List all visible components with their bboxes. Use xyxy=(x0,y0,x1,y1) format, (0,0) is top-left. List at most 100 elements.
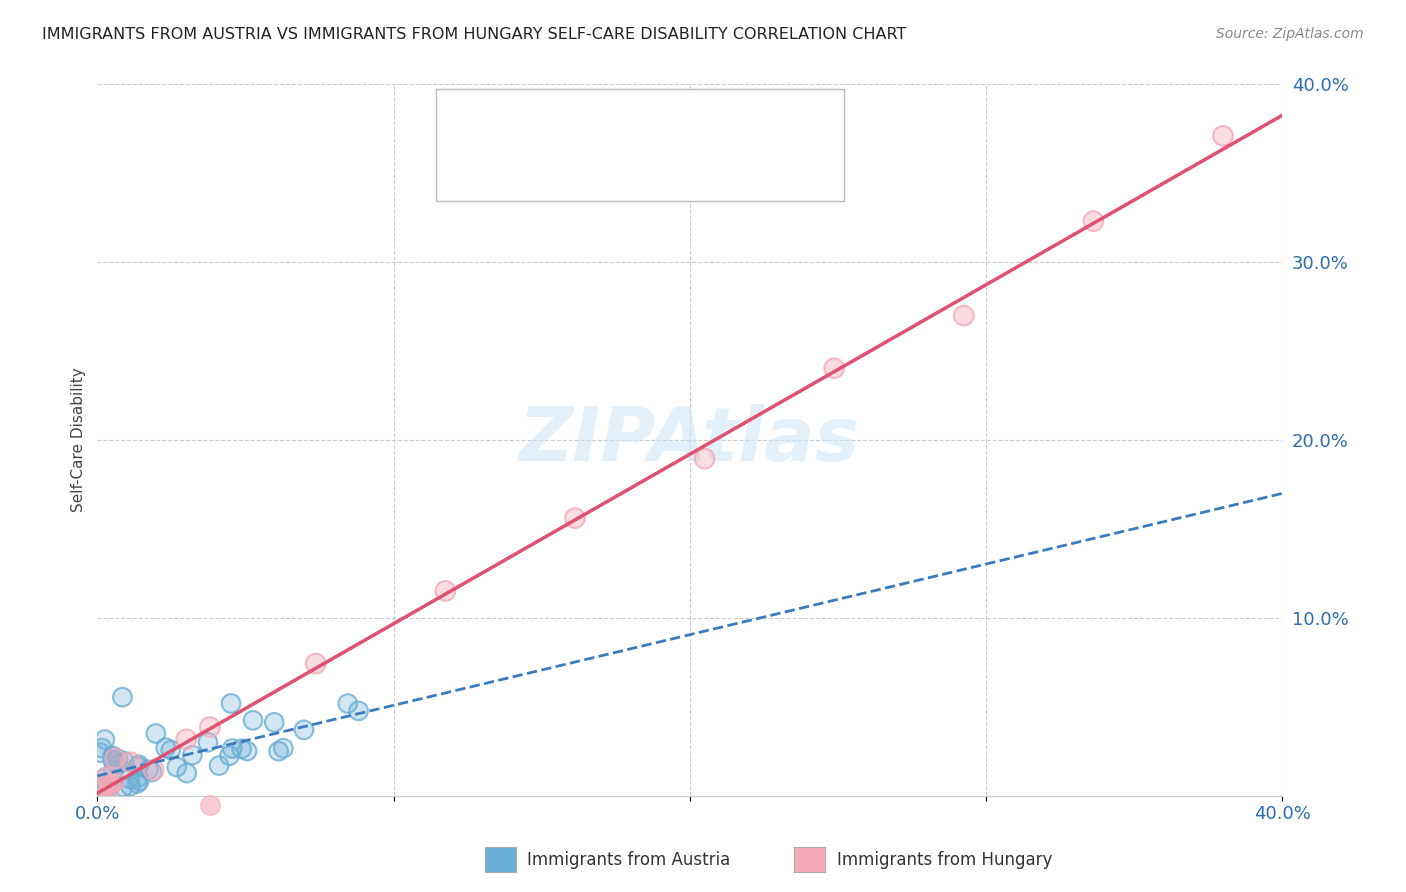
Text: R = 0.404   N = 51: R = 0.404 N = 51 xyxy=(494,99,678,117)
Point xyxy=(1083,214,1105,228)
Point xyxy=(96,785,118,799)
Point xyxy=(952,309,974,323)
Point xyxy=(127,776,149,790)
Point xyxy=(101,749,124,764)
Point xyxy=(94,778,117,792)
Point xyxy=(159,743,181,757)
Point xyxy=(145,726,167,740)
Point xyxy=(208,758,231,772)
Point xyxy=(128,757,150,772)
Point xyxy=(336,697,359,711)
Point xyxy=(96,783,118,797)
Point xyxy=(90,806,112,821)
Point xyxy=(198,720,221,734)
Point xyxy=(107,752,129,766)
Point xyxy=(96,771,118,785)
Point xyxy=(120,756,142,770)
Point xyxy=(89,783,111,797)
Point xyxy=(98,780,121,794)
Point xyxy=(347,704,370,718)
Point xyxy=(267,744,290,758)
Point xyxy=(128,773,150,788)
Text: Immigrants from Austria: Immigrants from Austria xyxy=(527,851,731,869)
Point xyxy=(93,777,115,791)
Point xyxy=(101,754,124,768)
Point xyxy=(97,779,120,793)
Point xyxy=(197,735,219,749)
Point xyxy=(273,741,295,756)
Point xyxy=(120,779,142,793)
Point xyxy=(94,778,117,792)
Point xyxy=(127,759,149,773)
Point xyxy=(112,755,135,769)
Point xyxy=(94,789,117,804)
Text: ZIPAtlas: ZIPAtlas xyxy=(519,403,860,476)
Point xyxy=(236,744,259,758)
Point xyxy=(94,785,117,799)
Point xyxy=(120,756,142,770)
Point xyxy=(292,723,315,737)
Point xyxy=(101,754,124,768)
Point xyxy=(128,757,150,772)
Point xyxy=(112,780,135,794)
Point xyxy=(93,777,115,791)
Point xyxy=(1083,214,1105,228)
Point xyxy=(103,763,125,777)
Point xyxy=(141,764,163,779)
Point xyxy=(98,776,121,790)
Point xyxy=(89,781,111,796)
Point xyxy=(142,763,165,777)
Y-axis label: Self-Care Disability: Self-Care Disability xyxy=(72,368,86,513)
Point xyxy=(198,720,221,734)
Point xyxy=(219,697,242,711)
Point xyxy=(434,583,457,598)
Point xyxy=(305,657,328,671)
Point xyxy=(89,791,111,805)
Point xyxy=(564,511,586,525)
Point xyxy=(90,741,112,756)
Point xyxy=(952,309,974,323)
Point xyxy=(93,795,115,809)
Point xyxy=(434,583,457,598)
Point xyxy=(90,741,112,756)
Point xyxy=(823,361,845,376)
Point xyxy=(166,760,188,774)
Point xyxy=(98,780,121,794)
Point xyxy=(336,697,359,711)
Point xyxy=(89,783,111,797)
Point xyxy=(263,715,285,730)
Point xyxy=(141,764,163,779)
Point xyxy=(127,771,149,785)
Point xyxy=(231,742,253,756)
Point xyxy=(242,714,264,728)
Point xyxy=(231,742,253,756)
Point xyxy=(221,741,243,756)
Point xyxy=(145,726,167,740)
Point xyxy=(181,748,204,763)
Point xyxy=(94,789,117,804)
Point xyxy=(93,787,115,801)
Point xyxy=(103,774,125,789)
Point xyxy=(104,751,127,765)
Point xyxy=(89,787,111,801)
Point xyxy=(166,760,188,774)
Point xyxy=(94,732,117,747)
Point xyxy=(96,785,118,799)
Point xyxy=(174,732,197,747)
Point xyxy=(221,741,243,756)
Point xyxy=(94,732,117,747)
Point xyxy=(305,657,328,671)
Point xyxy=(1212,128,1234,143)
Point xyxy=(198,797,221,812)
Point xyxy=(823,361,845,376)
Point xyxy=(242,714,264,728)
Point xyxy=(693,451,716,466)
Point xyxy=(347,704,370,718)
Point xyxy=(96,770,118,784)
Point xyxy=(176,766,198,780)
Text: Source: ZipAtlas.com: Source: ZipAtlas.com xyxy=(1216,27,1364,41)
Point xyxy=(90,806,112,821)
Point xyxy=(219,697,242,711)
Point xyxy=(93,787,115,801)
Point xyxy=(89,781,111,796)
